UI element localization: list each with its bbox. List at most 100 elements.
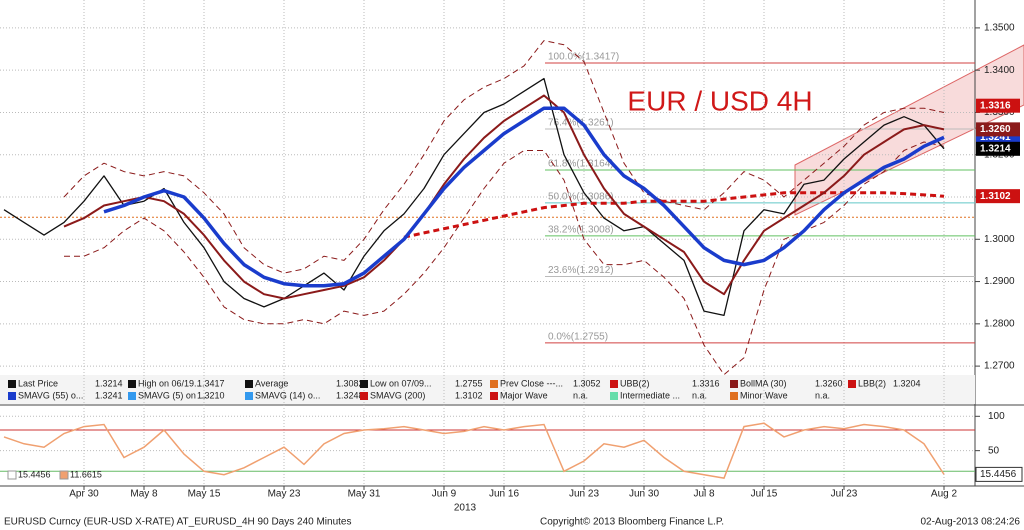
legend-name: BollMA (30) (740, 378, 787, 388)
legend-name: Intermediate ... (620, 390, 680, 400)
y-tick-label: 1.3000 (984, 234, 1015, 245)
series-line (63, 94, 945, 300)
legend-swatch (610, 392, 618, 400)
x-tick-label: May 31 (348, 489, 381, 500)
y-tick-label: 1.2900 (984, 276, 1015, 287)
legend-swatch (128, 392, 136, 400)
legend-swatch (610, 380, 618, 388)
ind-legend-value: 11.6615 (70, 469, 102, 479)
ind-box-label: 15.4456 (980, 469, 1017, 480)
legend-swatch (848, 380, 856, 388)
price-box (976, 141, 1020, 156)
legend-value: 1.3204 (893, 378, 921, 388)
x-tick-label: May 23 (268, 489, 301, 500)
legend-swatch (245, 380, 253, 388)
legend-value: 1.3417 (197, 378, 225, 388)
y-tick-label: 1.2800 (984, 318, 1015, 329)
legend-swatch (8, 380, 16, 388)
price-box-label: 1.3241 (980, 132, 1011, 143)
x-tick-label: May 8 (130, 489, 158, 500)
legend-bg (0, 375, 975, 404)
price-box (976, 98, 1020, 113)
ind-tick-label: 100 (988, 411, 1005, 422)
ind-legend-swatch (7, 470, 17, 480)
x-tick-label: Jul 23 (831, 489, 858, 500)
x-tick-label: Aug 2 (931, 489, 958, 500)
legend-swatch (730, 380, 738, 388)
legend-name: SMAVG (200) (370, 390, 425, 400)
legend-name: Major Wave (500, 390, 548, 400)
legend-value: 1.3210 (197, 390, 225, 400)
legend-value: n.a. (573, 390, 588, 400)
legend-value: 1.3214 (95, 378, 123, 388)
series-line (64, 141, 945, 376)
legend-value: 1.3082 (336, 378, 364, 388)
x-tick-label: Jul 8 (693, 489, 715, 500)
fib-label: 61.8%(1.3164) (548, 159, 614, 170)
footer-left: EURUSD Curncy (EUR-USD X-RATE) AT_EURUSD… (4, 517, 352, 528)
x-tick-label: May 15 (188, 489, 221, 500)
legend-name: UBB(2) (620, 378, 650, 388)
series-line (103, 106, 945, 288)
footer-center: Copyright© 2013 Bloomberg Finance L.P. (540, 517, 724, 528)
price-box (976, 122, 1020, 137)
legend-name: Last Price (18, 378, 58, 388)
x-tick-label: Jun 30 (629, 489, 659, 500)
legend-swatch (490, 392, 498, 400)
y-tick-label: 1.2700 (984, 361, 1015, 372)
x-tick-label: Apr 30 (69, 489, 99, 500)
fib-label: 23.6%(1.2912) (548, 265, 614, 276)
fib-label: 100.0%(1.3417) (548, 52, 619, 63)
year-label: 2013 (454, 503, 477, 514)
ind-box (975, 466, 1023, 482)
legend-value: 1.3102 (455, 390, 483, 400)
legend-value: 1.3241 (95, 390, 123, 400)
series-line (63, 40, 945, 274)
price-box-label: 1.3214 (980, 143, 1011, 154)
price-box-label: 1.3260 (980, 124, 1011, 135)
legend-name: SMAVG (5) on ... (138, 390, 206, 400)
legend-swatch (360, 392, 368, 400)
series-line (403, 191, 945, 239)
legend-value: 1.2755 (455, 378, 483, 388)
legend-swatch (128, 380, 136, 388)
legend-name: Minor Wave (740, 390, 788, 400)
x-tick-label: Jun 16 (489, 489, 519, 500)
y-tick-label: 1.3400 (984, 65, 1015, 76)
price-box (976, 189, 1020, 204)
legend-swatch (730, 392, 738, 400)
legend-value: 1.3248 (336, 390, 364, 400)
legend-value: n.a. (692, 390, 707, 400)
legend-value: 1.3260 (815, 378, 843, 388)
legend-swatch (8, 392, 16, 400)
legend-name: Low on 07/09... (370, 378, 432, 388)
x-tick-label: Jun 23 (569, 489, 599, 500)
legend-swatch (490, 380, 498, 388)
price-box-label: 1.3102 (980, 191, 1011, 202)
legend-name: SMAVG (55) o... (18, 390, 83, 400)
legend-name: Prev Close ---... (500, 378, 563, 388)
fib-label: 50.0%(1.3086) (548, 192, 614, 203)
price-box-label: 1.3316 (980, 100, 1011, 111)
legend-name: Average (255, 378, 288, 388)
ind-line (3, 422, 945, 479)
legend-swatch (245, 392, 253, 400)
y-tick-label: 1.3500 (984, 23, 1015, 34)
legend-name: LBB(2) (858, 378, 886, 388)
footer-right: 02-Aug-2013 08:24:26 (920, 517, 1020, 528)
legend-name: High on 06/19... (138, 378, 202, 388)
legend-name: SMAVG (14) o... (255, 390, 320, 400)
legend-value: 1.3316 (692, 378, 720, 388)
x-tick-label: Jun 9 (432, 489, 457, 500)
legend-value: 1.3052 (573, 378, 601, 388)
chart-title: EUR / USD 4H (627, 85, 812, 116)
ind-legend-value: 15.4456 (18, 469, 51, 479)
legend-swatch (360, 380, 368, 388)
x-tick-label: Jul 15 (751, 489, 778, 500)
fib-label: 0.0%(1.2755) (548, 331, 608, 342)
ind-legend-swatch (59, 470, 69, 480)
legend-value: n.a. (815, 390, 830, 400)
